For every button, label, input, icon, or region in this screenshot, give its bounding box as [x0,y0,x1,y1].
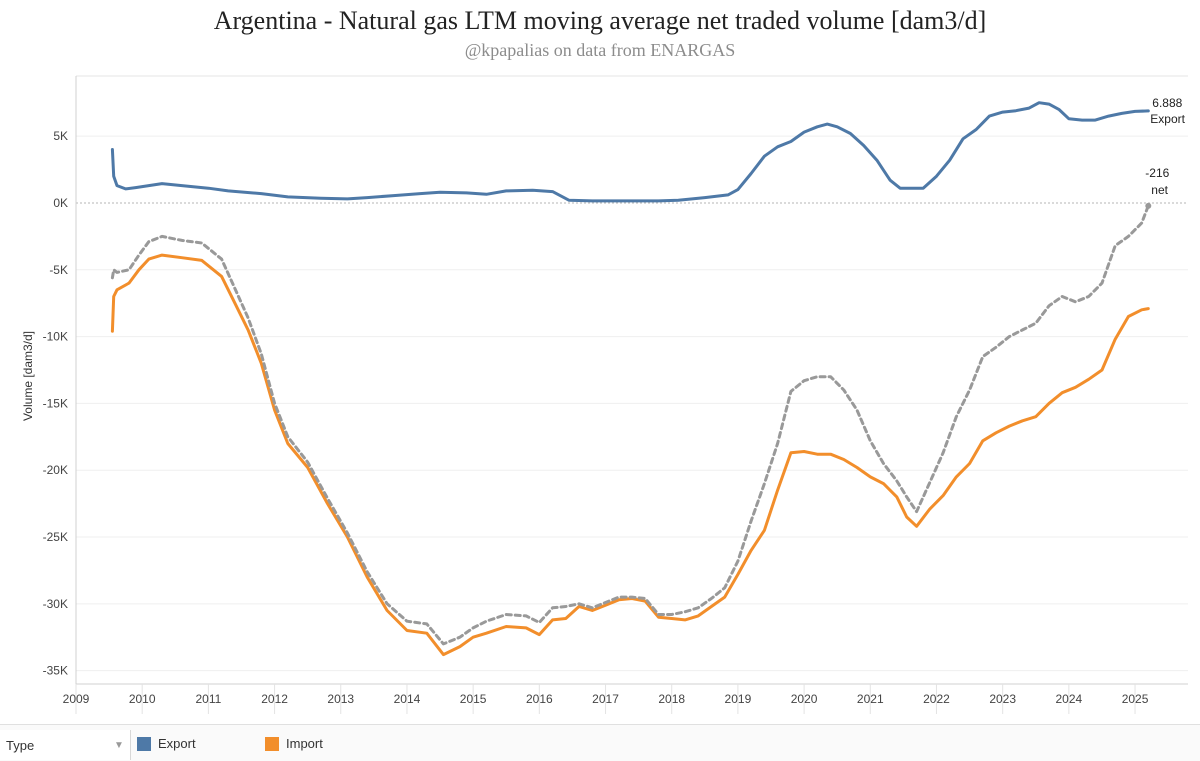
x-tick-label: 2016 [526,692,553,706]
chart-subtitle: @kpapalias on data from ENARGAS [464,40,736,60]
y-tick-label: -25K [43,530,68,544]
line-chart: 5K 0K -5K -10K -15K -20K -25K -30K -35K 2009 2010 2… [21,75,1188,714]
axes: 5K 0K -5K -10K -15K -20K -25K -30K -35K 2009 2010 2… [43,75,1188,714]
annotations: 6.888 Export -216 net [1145,96,1185,197]
x-tick-label: 2015 [460,692,487,706]
export-end-label: Export [1150,112,1185,126]
export-series-line [110,101,1150,203]
legend-item-import[interactable]: Import [265,736,323,751]
type-filter-label: Type [6,738,35,753]
net-end-label: net [1151,183,1168,197]
grid-lines [76,135,1188,672]
x-tick-label: 2011 [195,692,221,706]
legend-item-export[interactable]: Export [137,736,196,751]
series [110,101,1152,657]
x-tick-label: 2014 [394,692,421,706]
y-tick-label: -35K [43,664,68,678]
chart-title: Argentina - Natural gas LTM moving avera… [213,6,987,35]
x-tick-label: 2022 [923,692,950,706]
x-tick-label: 2017 [592,692,619,706]
x-tick-label: 2023 [989,692,1016,706]
x-tick-label: 2018 [658,692,685,706]
x-tick-label: 2021 [857,692,884,706]
net-end-point [1145,202,1152,209]
legend-bar [0,724,1200,761]
y-axis-label: Volume [dam3/d] [21,331,35,421]
net-series-line [110,204,1150,646]
export-end-value: 6.888 [1152,96,1182,110]
x-tick-label: 2025 [1122,692,1149,706]
import-series-line [110,253,1150,657]
y-tick-label: -15K [43,396,68,410]
x-tick-label: 2009 [63,692,90,706]
y-tick-label: -30K [43,597,68,611]
x-tick-label: 2020 [791,692,818,706]
chevron-down-icon[interactable]: ▼ [114,740,124,751]
y-tick-label: -20K [43,463,68,477]
legend-label-import: Import [286,736,323,751]
x-tick-label: 2024 [1056,692,1083,706]
type-filter-dropdown[interactable]: Type ▼ [0,730,131,760]
y-tick-label: 0K [53,196,68,210]
export-swatch-icon [137,736,151,751]
x-tick-label: 2013 [327,692,354,706]
net-end-value: -216 [1145,166,1169,180]
legend-label-export: Export [158,736,196,751]
import-swatch-icon [265,736,279,751]
y-tick-label: 5K [53,129,68,143]
x-tick-label: 2012 [261,692,288,706]
x-tick-label: 2019 [725,692,752,706]
y-tick-label: -10K [43,330,68,344]
y-tick-label: -5K [49,263,68,277]
x-tick-label: 2010 [129,692,156,706]
